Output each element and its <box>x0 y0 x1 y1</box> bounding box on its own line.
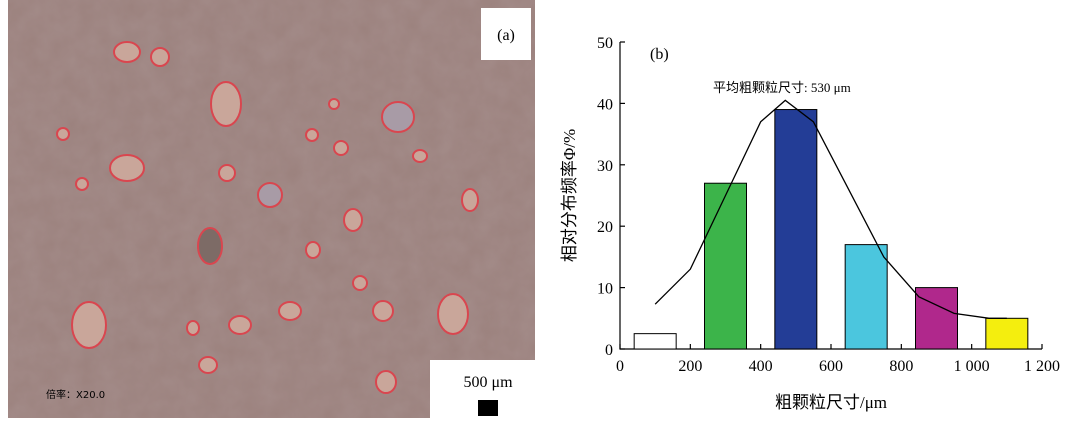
y-tick-label: 20 <box>597 219 613 236</box>
panel-label: (a) <box>497 27 515 44</box>
bar <box>775 110 817 349</box>
y-axis-label: 相对分布频率Φ/% <box>560 129 579 262</box>
micrograph: (a) 500 μm 倍率：X20.0 <box>8 0 535 418</box>
figure: (a) 500 μm 倍率：X20.0 0 10 20 30 40 50 0 200 400 60… <box>0 0 1067 418</box>
bar <box>916 288 958 349</box>
bar <box>705 183 747 349</box>
x-tick-label: 800 <box>889 358 913 375</box>
x-tick-label: 200 <box>678 358 702 375</box>
bar <box>845 245 887 349</box>
panel-label: (b) <box>650 46 669 63</box>
y-tick-label: 30 <box>597 158 613 175</box>
bar <box>634 334 676 349</box>
bar <box>986 318 1028 349</box>
y-tick-label: 10 <box>597 281 613 298</box>
y-tick-label: 0 <box>605 342 613 359</box>
x-tick-label: 400 <box>749 358 773 375</box>
magnification: 倍率：X20.0 <box>46 388 105 401</box>
annotation: 平均粗颗粒尺寸: 530 μm <box>713 80 851 95</box>
scale-bar-label: 500 μm <box>463 374 513 391</box>
x-tick-label: 1 000 <box>954 358 990 375</box>
x-tick-label: 0 <box>616 358 624 375</box>
x-tick-label: 600 <box>819 358 843 375</box>
y-tick-label: 50 <box>597 35 613 52</box>
x-axis-label: 粗颗粒尺寸/μm <box>775 393 887 412</box>
x-tick-label: 1 200 <box>1024 358 1060 375</box>
y-tick-label: 40 <box>597 96 613 113</box>
chart: 0 10 20 30 40 50 0 200 400 600 800 1 000 1 200 (b) 平均粗… <box>560 35 1060 412</box>
